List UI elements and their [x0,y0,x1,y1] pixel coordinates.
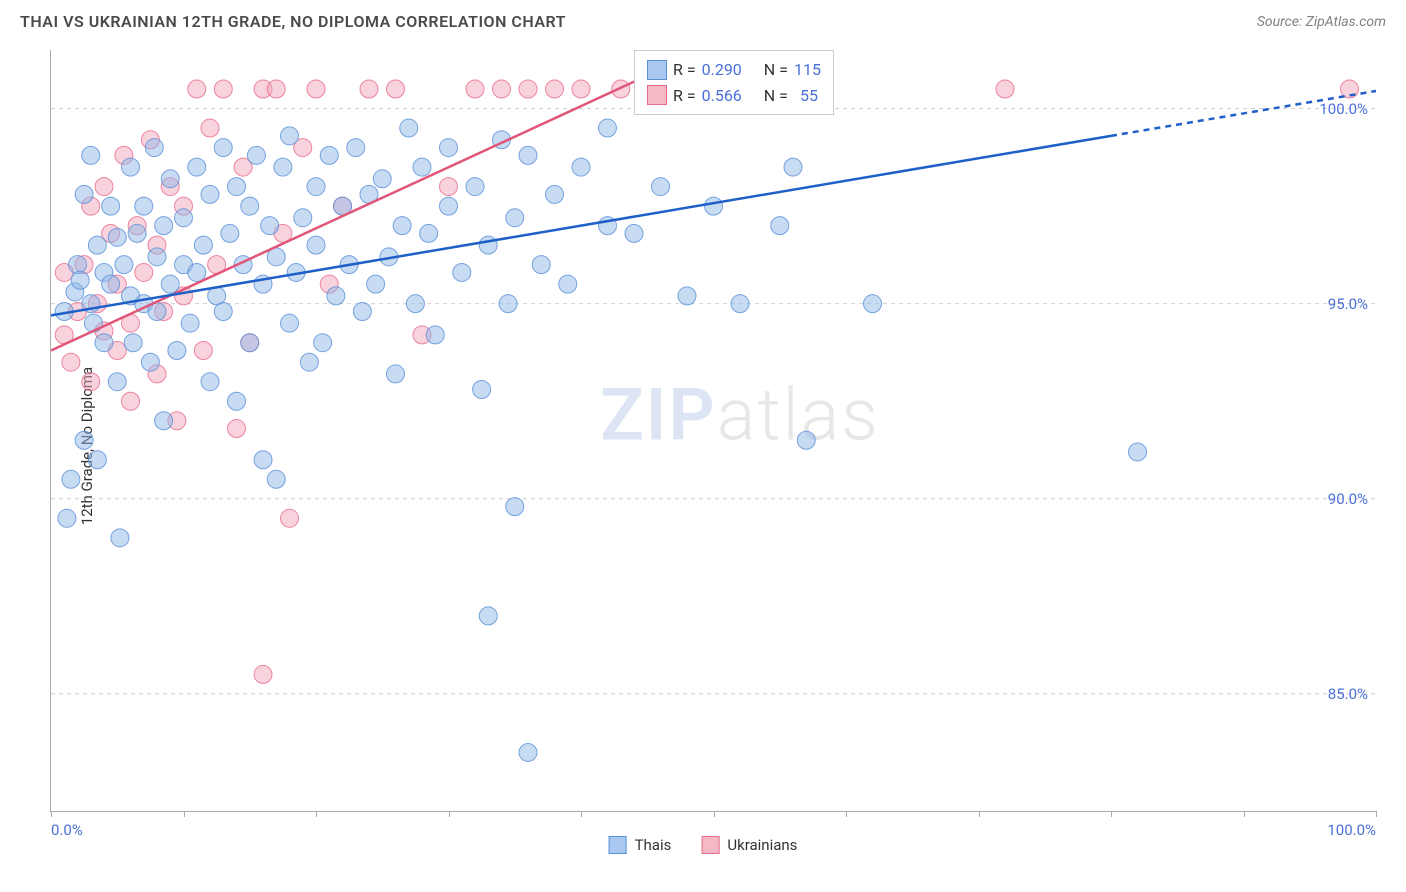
ukrainians-swatch-icon [701,836,719,854]
x-tick [979,811,980,817]
x-tick [51,811,52,817]
x-tick [449,811,450,817]
thais-swatch-icon [647,60,667,80]
n-value: 55 [794,83,818,109]
r-value: 0.290 [702,57,742,83]
n-label: N = [764,83,788,109]
x-tick [1244,811,1245,817]
title-bar: THAI VS UKRAINIAN 12TH GRADE, NO DIPLOMA… [20,12,1386,31]
legend-item-ukrainians: Ukrainians [701,836,797,854]
x-tick [316,811,317,817]
x-tick [1111,811,1112,817]
y-tick-label: 95.0% [1328,295,1368,313]
x-tick [581,811,582,817]
y-tick-label: 90.0% [1328,490,1368,508]
source-label: Source: ZipAtlas.com [1257,14,1386,30]
bottom-legend: Thais Ukrainians [609,836,798,854]
y-tick-label: 85.0% [1328,685,1368,703]
legend-item-thais: Thais [609,836,672,854]
x-tick-label: 0.0% [51,821,83,839]
stats-legend: R = 0.290 N = 115 R = 0.566 N = 55 [634,50,834,115]
plot-area: ZIPatlas R = 0.290 N = 115 R = 0.566 N =… [50,50,1376,812]
thais-swatch-icon [609,836,627,854]
y-tick-label: 100.0% [1319,100,1368,118]
ukrainians-swatch-icon [647,85,667,105]
legend-label: Thais [635,836,672,854]
x-tick [184,811,185,817]
n-value: 115 [794,57,821,83]
r-label: R = [673,83,696,109]
x-tick [1376,811,1377,817]
r-label: R = [673,57,696,83]
chart-container: THAI VS UKRAINIAN 12TH GRADE, NO DIPLOMA… [0,0,1406,892]
x-tick [846,811,847,817]
r-value: 0.566 [702,83,742,109]
x-tick [714,811,715,817]
stats-row-ukrainians: R = 0.566 N = 55 [647,83,821,109]
chart-svg [51,50,1376,811]
legend-label: Ukrainians [727,836,797,854]
x-tick-label: 100.0% [1327,821,1376,839]
n-label: N = [764,57,788,83]
stats-row-thais: R = 0.290 N = 115 [647,57,821,83]
chart-title: THAI VS UKRAINIAN 12TH GRADE, NO DIPLOMA… [20,12,566,31]
